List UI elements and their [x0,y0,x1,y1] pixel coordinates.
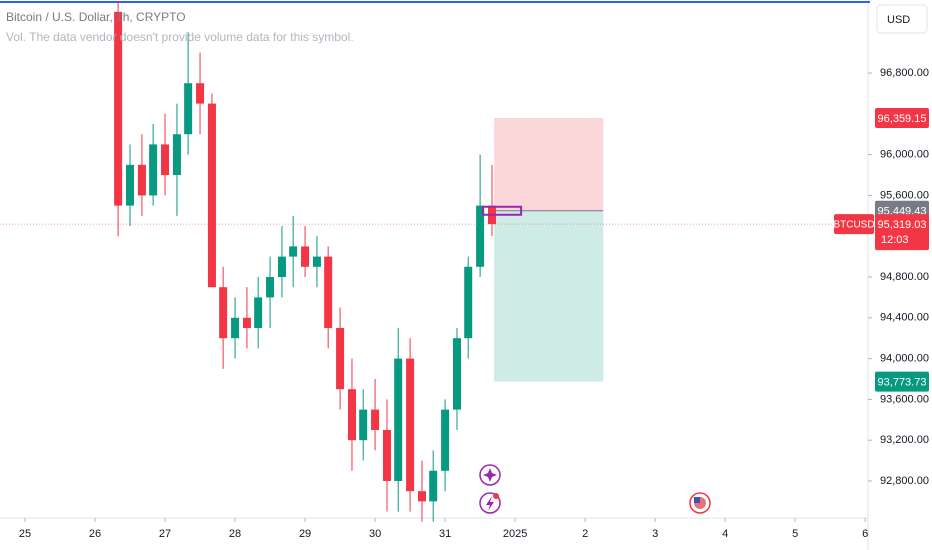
y-tick-label: 96,800.00 [880,67,929,79]
candle-body [172,134,181,176]
candle-body [347,389,356,441]
symbol-tag-label: BTCUSD [833,220,874,231]
x-tick-label: 25 [19,528,31,540]
x-tick-label: 2 [582,528,588,540]
event-icons [479,464,711,514]
y-tick-label: 95,600.00 [880,189,929,201]
y-tick-label: 93,200.00 [880,434,929,446]
candle-body [453,338,462,410]
event-icon-glyph [483,468,497,482]
countdown-label: 12:03 [881,234,909,246]
x-tick-label: 28 [229,528,241,540]
target-zone [494,210,604,382]
candle-body [277,256,286,278]
candle-body [336,327,345,390]
candle-body [126,164,135,206]
target-tag-label: 93,773.73 [878,377,927,389]
candle-body [476,205,485,267]
stop-tag [875,107,929,128]
candle-body [114,11,123,206]
candle-body [394,358,403,481]
y-tick-label: 94,800.00 [880,271,929,283]
candle-body [254,297,263,328]
x-tick-label: 5 [792,528,798,540]
target-tag [875,371,929,392]
last-price-label: 95,319.03 [878,219,927,231]
candle-body [429,470,438,502]
y-tick-label: 94,400.00 [880,312,929,324]
x-tick-label: 2025 [503,528,527,540]
x-tick-label: 30 [369,528,381,540]
candle-body [371,409,380,430]
candle-body [312,256,321,267]
stop-tag-label: 96,359.15 [878,113,927,125]
candle-body [207,103,216,288]
candle-body [417,491,426,502]
event-dot [493,493,499,499]
chart-subtitle: Vol. The data vendor doesn't provide vol… [6,30,354,44]
flag-glyph [694,497,700,503]
x-tick-label: 31 [439,528,451,540]
candle-body [161,144,170,176]
candle-body [219,287,228,339]
currency-label: USD [887,14,910,26]
x-tick-label: 3 [652,528,658,540]
x-tick-label: 26 [89,528,101,540]
candle-body [137,164,146,196]
candle-body [184,83,193,135]
chart-title: Bitcoin / U.S. Dollar, 1h, CRYPTO [6,10,186,24]
candle-body [242,317,251,328]
last-price-tag [875,214,929,251]
candle-body [289,246,298,257]
symbol-tag [834,214,874,235]
stop-zone [494,117,604,211]
y-tick-label: 93,600.00 [880,393,929,405]
candle-body [266,277,275,298]
candle-body [359,409,368,441]
candle-body [464,266,473,339]
y-tick-label: 94,000.00 [880,352,929,364]
event-icon-glyph [486,496,494,511]
candle-body [406,358,415,492]
x-tick-label: 6 [862,528,868,540]
x-tick-label: 29 [299,528,311,540]
y-tick-label: 96,000.00 [880,149,929,161]
entry-handle [482,205,523,216]
currency-button[interactable] [876,4,928,34]
candle-body [149,144,158,196]
candle-body [382,429,391,481]
candle-body [301,246,310,267]
plot [0,1,868,522]
candle-body [196,83,205,104]
candle-body [441,409,450,471]
candle-body [231,317,240,339]
x-tick-label: 27 [159,528,171,540]
candle-body [324,256,333,328]
y-tick-label: 92,800.00 [880,475,929,487]
x-tick-label: 4 [722,528,728,540]
